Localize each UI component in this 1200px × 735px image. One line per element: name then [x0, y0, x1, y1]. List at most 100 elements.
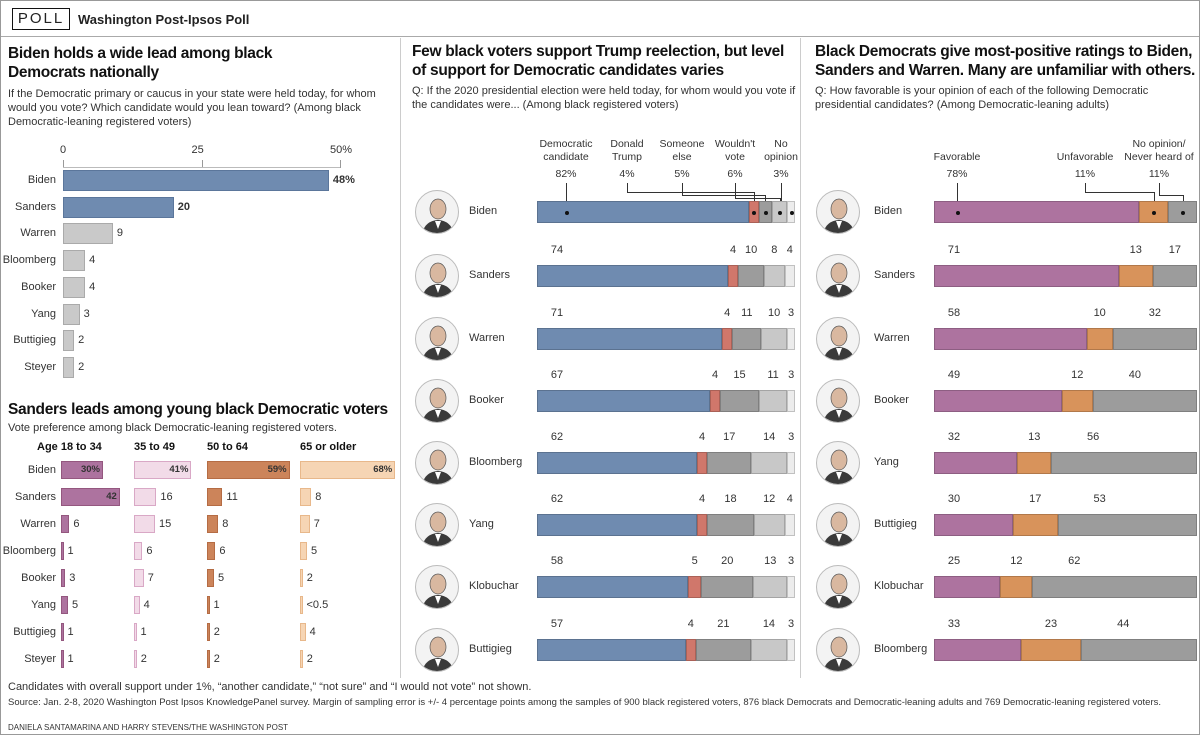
candidate-name: Biden [469, 205, 498, 217]
category-label: Steyer [24, 360, 56, 373]
bar [61, 515, 70, 533]
data-label: 57 [550, 618, 564, 630]
bar [207, 542, 216, 560]
candidate-portrait [816, 379, 860, 423]
category-label: Sanders [15, 491, 56, 503]
bar-segment [934, 514, 1013, 536]
leader-line [957, 183, 958, 212]
age-group-header: 35 to 49 [134, 441, 175, 453]
leader-line [627, 183, 628, 192]
data-label: 18 [724, 493, 737, 505]
category-label: Warren [20, 518, 56, 530]
data-label: 12 [763, 493, 776, 505]
data-label: 20 [177, 200, 191, 213]
legend-text: opinion [764, 151, 798, 163]
bar [300, 650, 303, 668]
candidate-name: Sanders [469, 269, 510, 281]
bar-segment [787, 639, 795, 661]
bar [207, 623, 210, 641]
data-label: 4 [711, 369, 719, 381]
category-label: Booker [21, 280, 56, 293]
leader-line [735, 183, 736, 198]
bar [61, 623, 64, 641]
data-label: 15 [159, 518, 172, 530]
data-label: 44 [1117, 618, 1130, 630]
column-divider [400, 38, 401, 678]
candidate-name: Sanders [874, 269, 915, 281]
panel2-subtitle: Vote preference among black Democratic-l… [8, 422, 337, 434]
bar [63, 276, 86, 298]
bar [134, 488, 157, 506]
data-label: 32 [947, 431, 961, 443]
legend-text: No [774, 138, 788, 150]
data-label: 4 [699, 431, 706, 443]
category-label: Yang [31, 307, 56, 320]
bar-segment [707, 514, 754, 536]
data-label: 4 [309, 626, 316, 638]
bar-segment [1081, 639, 1197, 661]
leader-dot [752, 210, 757, 215]
bar [300, 515, 310, 533]
category-label: Biden [27, 464, 56, 476]
bar-segment [1086, 328, 1113, 350]
data-label: 59% [267, 464, 287, 475]
legend-text: vote [725, 151, 745, 163]
bar-segment [537, 576, 689, 598]
data-label: 14 [763, 431, 776, 443]
bar-segment [787, 452, 795, 474]
bar-segment [1092, 390, 1197, 412]
data-label: 3 [788, 618, 795, 630]
panel4-title: Black Democrats give most-positive ratin… [815, 43, 1196, 79]
candidate-name: Warren [874, 332, 910, 344]
axis-tick-label: 25 [191, 144, 204, 156]
data-label: 1 [67, 545, 74, 557]
candidate-portrait [816, 317, 860, 361]
leader-line [1085, 192, 1154, 193]
candidate-portrait [415, 190, 459, 234]
bar-segment [934, 265, 1119, 287]
candidate-name: Booker [469, 394, 504, 406]
data-label: 17 [1029, 493, 1042, 505]
bar [63, 196, 174, 218]
leader-dot [1152, 210, 1157, 215]
legend-text: Trump [612, 151, 642, 163]
bar [63, 303, 80, 325]
data-label: 4 [699, 493, 706, 505]
data-label: 16 [160, 491, 173, 503]
data-label: 5 [691, 555, 698, 567]
candidate-name: Yang [874, 456, 899, 468]
bar-segment [695, 639, 751, 661]
data-label: 8 [222, 518, 229, 530]
footer-source: Source: Jan. 2-8, 2020 Washington Post I… [8, 697, 1162, 708]
bar-segment [727, 265, 739, 287]
bar-segment [537, 639, 686, 661]
bar [61, 596, 68, 614]
legend-value: 78% [946, 168, 968, 180]
data-label: 7 [147, 572, 154, 584]
bar [61, 569, 66, 587]
leader-line [682, 195, 766, 196]
panel4-question: Q: How favorable is your opinion of each… [815, 85, 1149, 111]
bar-segment [1020, 639, 1082, 661]
panel2-title: Sanders leads among young black Democrat… [8, 401, 388, 418]
bar [61, 542, 64, 560]
data-label: 58 [947, 307, 961, 319]
age-group-header: Age 18 to 34 [37, 441, 102, 453]
data-label: 10 [768, 307, 781, 319]
data-label: 42 [106, 491, 117, 502]
data-label: 8 [315, 491, 322, 503]
data-label: 9 [116, 227, 123, 240]
bar-segment [934, 639, 1021, 661]
data-label: 40 [1128, 369, 1141, 381]
bar [207, 515, 219, 533]
candidate-portrait [816, 441, 860, 485]
bar-segment [537, 201, 749, 223]
data-label: 20 [721, 555, 734, 567]
data-label: 10 [745, 244, 758, 256]
bar-segment [753, 514, 785, 536]
legend-text: No opinion/ [1132, 138, 1186, 150]
candidate-portrait [816, 565, 860, 609]
data-label: 53 [1093, 493, 1106, 505]
data-label: 48% [332, 174, 355, 186]
data-label: 3 [69, 572, 76, 584]
